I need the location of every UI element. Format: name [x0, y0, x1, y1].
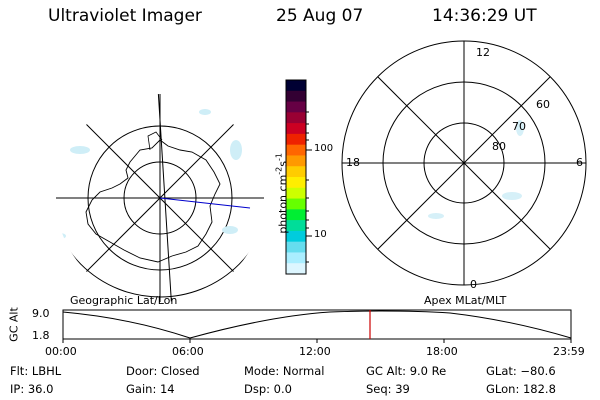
mlt-label-18: 18: [346, 156, 360, 169]
colorbar: [285, 79, 312, 275]
colorbar-cell: [286, 90, 306, 103]
colorbar-cell: [286, 166, 306, 178]
x-tick-1800: 18:00: [426, 345, 458, 358]
orbit-track: [159, 197, 251, 209]
altitude-plot: [62, 309, 572, 343]
x-tick-0600: 06:00: [172, 345, 204, 358]
unit-mid: s: [276, 160, 290, 167]
colorbar-cell: [286, 101, 306, 113]
altitude-curve: [62, 310, 572, 339]
info-door: Door: Closed: [126, 364, 200, 378]
mlat-label-80: 80: [492, 140, 506, 153]
colorbar-cell: [286, 144, 306, 156]
colorbar-cell: [286, 187, 306, 200]
colorbar-cell: [286, 198, 306, 210]
altitude-ytick-high: 9.0: [32, 307, 50, 320]
colorbar-cell: [286, 123, 306, 135]
info-glon: GLon: 182.8: [486, 382, 556, 396]
geographic-caption: Geographic Lat/Lon: [70, 294, 178, 307]
unit-exp1: -2: [274, 166, 284, 175]
mlat-label-60: 60: [536, 98, 550, 111]
altitude-ylabel: GC Alt: [7, 307, 21, 342]
colorbar-cell: [286, 133, 306, 146]
colorbar-tick-10: 10: [314, 229, 327, 240]
colorbar-tick-100: 100: [314, 143, 334, 154]
x-tick-1200: 12:00: [299, 345, 331, 358]
magnetic-map: [341, 40, 587, 286]
x-tick-0000: 00:00: [45, 345, 77, 358]
info-gc-alt: GC Alt: 9.0 Re: [366, 364, 447, 378]
colorbar-cell: [286, 252, 306, 264]
info-filter: Flt: LBHL: [10, 364, 62, 378]
info-mode: Mode: Normal: [244, 364, 325, 378]
apex-caption: Apex MLat/MLT: [424, 294, 507, 307]
geographic-map: [56, 94, 264, 302]
mlt-label-0: 0: [470, 278, 477, 291]
info-ip: IP: 36.0: [10, 382, 54, 396]
colorbar-cell: [286, 263, 306, 275]
unit-exp2: -1: [274, 153, 284, 161]
unit-base: photon cm: [276, 174, 290, 234]
colorbar-cell: [286, 241, 306, 253]
colorbar-cell: [286, 80, 306, 92]
colorbar-unit-label: photon cm-2s-1: [275, 133, 290, 253]
mlat-label-70: 70: [512, 120, 526, 133]
x-tick-2359: 23:59: [553, 345, 585, 358]
info-glat: GLat: −80.6: [486, 364, 556, 378]
colorbar-cell: [286, 220, 306, 232]
colorbar-cell: [286, 155, 306, 167]
colorbar-cell: [286, 230, 306, 243]
info-seq: Seq: 39: [366, 382, 410, 396]
colorbar-cell: [286, 177, 306, 189]
colorbar-cell: [286, 209, 306, 221]
date-label: 25 Aug 07: [276, 6, 364, 26]
mlt-label-6: 6: [576, 156, 583, 169]
time-label: 14:36:29 UT: [432, 6, 537, 26]
info-dsp: Dsp: 0.0: [244, 382, 292, 396]
colorbar-cell: [286, 112, 306, 124]
mlt-label-12: 12: [476, 46, 490, 59]
altitude-ytick-low: 1.8: [32, 329, 50, 342]
info-gain: Gain: 14: [126, 382, 175, 396]
instrument-title: Ultraviolet Imager: [48, 6, 202, 26]
